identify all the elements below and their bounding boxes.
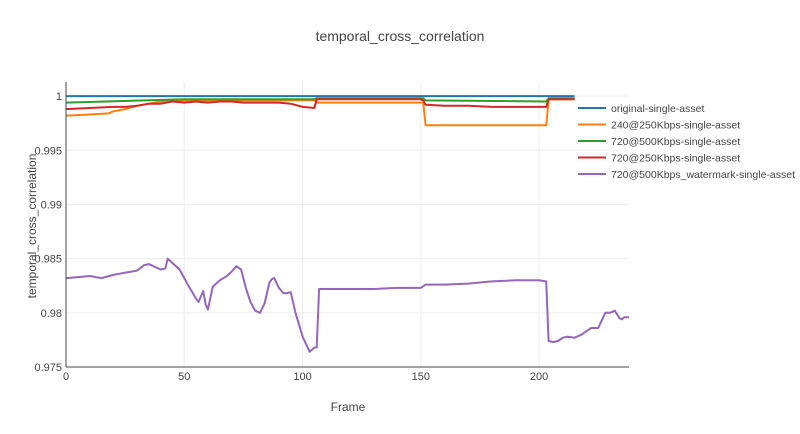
- legend-label: 240@250Kbps-single-asset: [611, 120, 740, 132]
- legend-item[interactable]: 240@250Kbps-single-asset: [578, 120, 740, 132]
- x-tick-label: 200: [530, 371, 548, 383]
- y-tick-label: 0.985: [34, 254, 62, 266]
- legend-item[interactable]: 720@500Kbps_watermark-single-asset: [578, 169, 795, 181]
- x-tick-label: 100: [293, 371, 311, 383]
- legend-label: 720@500Kbps_watermark-single-asset: [611, 169, 795, 181]
- legend-item[interactable]: 720@500Kbps-single-asset: [578, 136, 740, 148]
- y-tick-label: 0.975: [34, 362, 62, 374]
- x-axis-title: Frame: [331, 400, 366, 414]
- y-tick-label: 0.995: [34, 145, 62, 157]
- series-line-5: [65, 257, 629, 353]
- y-tick-label: 0.98: [41, 308, 62, 320]
- x-tick-label: 0: [63, 371, 69, 383]
- legend-label: 720@500Kbps-single-asset: [611, 136, 740, 148]
- y-tick-label: 1: [56, 91, 62, 103]
- legend[interactable]: original-single-asset 240@250Kbps-single-…: [578, 103, 795, 181]
- y-tick-label: 0.99: [41, 199, 62, 211]
- chart-title: temporal_cross_correlation: [316, 28, 485, 44]
- series-line-2: [65, 98, 575, 127]
- series-line-4: [65, 98, 575, 111]
- legend-label: 720@250Kbps-single-asset: [611, 153, 740, 165]
- x-axis: 0 50 100 150 200: [63, 366, 629, 383]
- x-tick-label: 150: [412, 371, 430, 383]
- legend-item[interactable]: 720@250Kbps-single-asset: [578, 153, 740, 165]
- x-tick-label: 50: [178, 371, 190, 383]
- plot-area: [65, 95, 629, 353]
- y-axis-title: temporal_cross_correlation: [25, 154, 39, 299]
- y-axis: 0.975 0.98 0.985 0.99 0.995 1: [34, 82, 67, 374]
- legend-item[interactable]: original-single-asset: [578, 103, 704, 115]
- legend-label: original-single-asset: [611, 103, 704, 115]
